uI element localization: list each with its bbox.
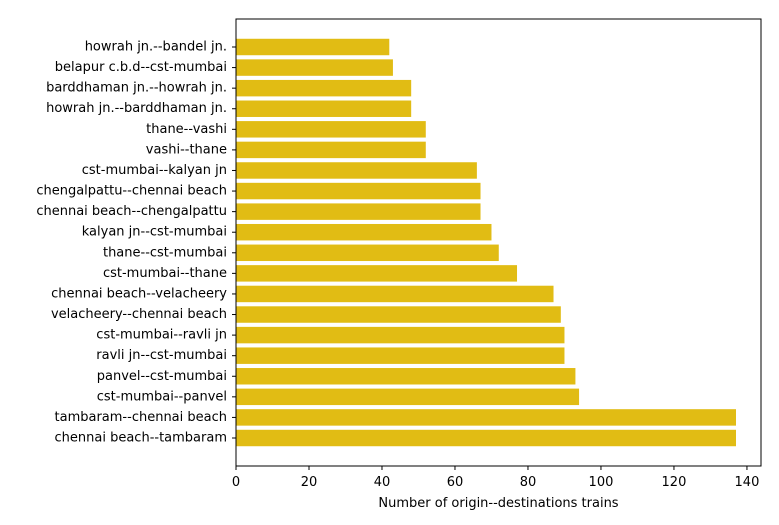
x-tick-label: 140 — [735, 475, 760, 490]
x-tick-label: 60 — [447, 475, 464, 490]
y-tick-label: belapur c.b.d--cst-mumbai — [55, 60, 227, 75]
y-tick-label: howrah jn.--bandel jn. — [85, 40, 227, 55]
y-tick-label: chennai beach--tambaram — [55, 431, 227, 446]
bar — [236, 79, 412, 97]
x-tick-label: 80 — [520, 475, 537, 490]
y-tick-label: kalyan jn--cst-mumbai — [82, 225, 227, 240]
y-tick-label: cst-mumbai--panvel — [97, 389, 227, 404]
bar — [236, 223, 492, 241]
bar — [236, 141, 426, 159]
y-tick-label: velacheery--chennai beach — [51, 307, 227, 322]
x-tick-label: 40 — [374, 475, 391, 490]
x-axis-label: Number of origin--destinations trains — [378, 496, 618, 511]
bar — [236, 100, 412, 117]
bar — [236, 59, 393, 76]
bar — [236, 409, 736, 426]
bar — [236, 429, 736, 447]
x-tick-label: 20 — [301, 475, 318, 490]
bar — [236, 368, 576, 385]
y-tick-label: chennai beach--chengalpattu — [36, 204, 227, 219]
y-tick-label: cst-mumbai--thane — [103, 266, 227, 281]
bar — [236, 265, 518, 282]
x-tick-label: 120 — [662, 475, 687, 490]
bar — [236, 326, 565, 344]
bar — [236, 162, 477, 179]
y-tick-label: barddhaman jn.--howrah jn. — [46, 81, 227, 96]
y-tick-label: tambaram--chennai beach — [55, 410, 227, 425]
x-ticks-group: 0 20 40 60 80 100 120 140 — [232, 466, 760, 490]
bar — [236, 285, 554, 303]
bar — [236, 388, 580, 406]
y-tick-label: chengalpattu--chennai beach — [36, 184, 227, 199]
y-tick-label: thane--vashi — [146, 122, 227, 137]
y-tick-label: cst-mumbai--ravli jn — [96, 328, 227, 343]
bar — [236, 182, 481, 200]
y-tick-label: chennai beach--velacheery — [51, 286, 227, 301]
y-tick-label: thane--cst-mumbai — [103, 245, 227, 260]
y-tick-label: cst-mumbai--kalyan jn — [82, 163, 227, 178]
x-tick-label: 100 — [589, 475, 614, 490]
bar — [236, 203, 481, 220]
bar — [236, 121, 426, 138]
bar — [236, 347, 565, 364]
x-tick-label: 0 — [232, 475, 240, 490]
y-tick-label: vashi--thane — [146, 142, 227, 157]
bars-group — [236, 38, 736, 447]
y-tick-label: ravli jn--cst-mumbai — [96, 348, 227, 363]
plot-frame — [235, 18, 762, 467]
y-ticks-group: chennai beach--tambaram tambaram--chennai… — [36, 40, 236, 446]
y-tick-label: panvel--cst-mumbai — [97, 369, 227, 384]
bar — [236, 244, 499, 262]
y-tick-label: howrah jn.--barddhaman jn. — [46, 101, 227, 116]
bar — [236, 306, 561, 323]
bar — [236, 38, 390, 56]
